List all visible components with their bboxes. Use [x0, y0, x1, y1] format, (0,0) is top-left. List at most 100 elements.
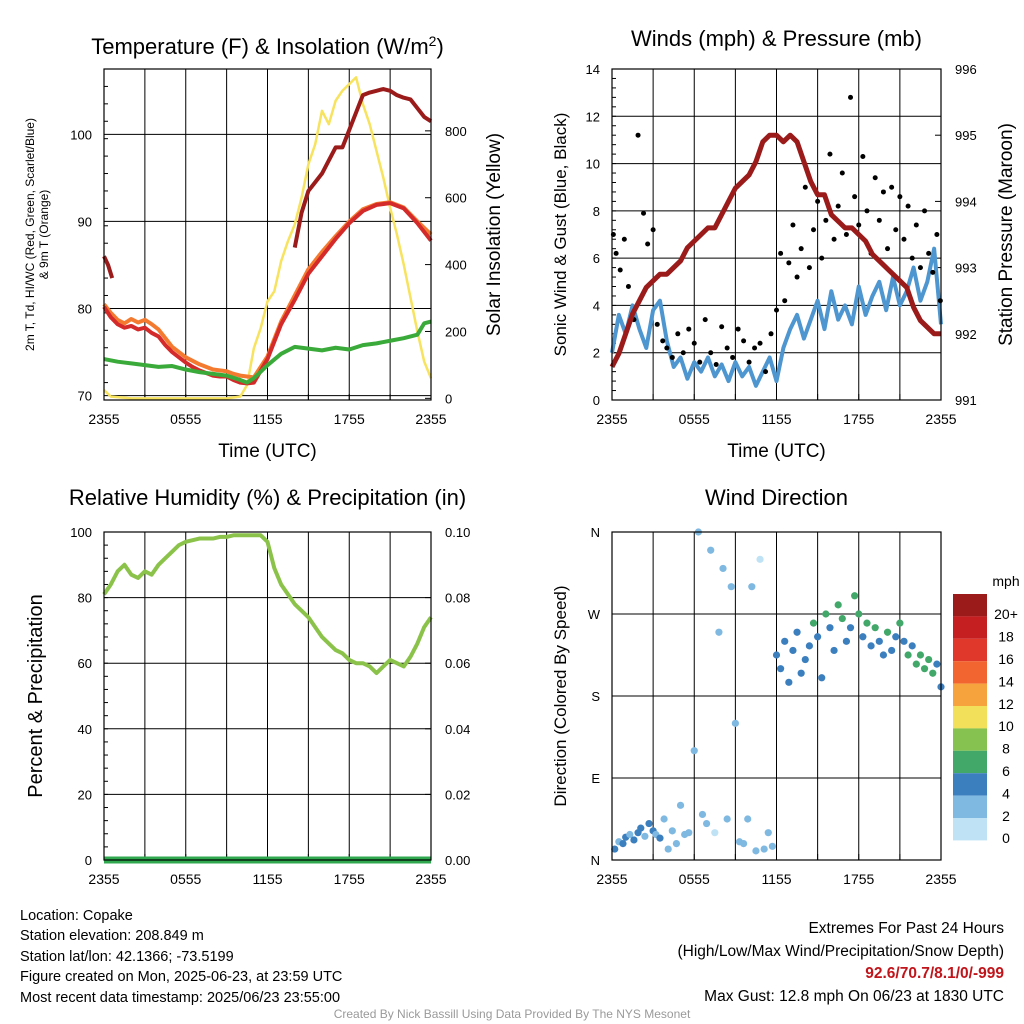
wind-direction-point — [925, 655, 933, 664]
wind-direction-point — [711, 829, 719, 837]
gust-point — [889, 184, 895, 190]
gust-point — [650, 227, 656, 233]
chart-title: Wind Direction — [705, 485, 848, 510]
gust-point — [922, 208, 928, 214]
y2-tick-label: 0 — [445, 391, 452, 406]
wind-direction-point — [777, 665, 785, 673]
wind-direction-point — [626, 830, 634, 839]
gust-point — [782, 298, 788, 304]
gust-point — [786, 260, 792, 266]
colorbar-swatch — [953, 661, 987, 684]
y2-tick-label: 0.10 — [445, 525, 470, 540]
colorbar-swatch — [953, 616, 987, 639]
x-tick-label: 1155 — [252, 871, 282, 887]
gust-point — [937, 298, 943, 304]
wind-direction-point — [785, 678, 793, 686]
wind-direction-point — [888, 646, 896, 655]
gust-point — [905, 203, 911, 209]
wind-direction-point — [920, 665, 929, 673]
y2-tick-label: 991 — [955, 393, 977, 408]
series-line-relative-humidity — [102, 533, 433, 676]
wind-direction-point — [719, 564, 727, 573]
y2-tick-label: 0.00 — [445, 853, 470, 868]
station-elevation: Station elevation: 208.849 m — [20, 928, 204, 945]
gust-point — [778, 250, 784, 256]
y2-tick-label: 994 — [955, 194, 977, 209]
credit-line: Created By Nick Bassill Using Data Provi… — [333, 1007, 691, 1021]
gust-point — [794, 274, 800, 280]
gust-point — [735, 326, 741, 332]
station-location: Location: Copake — [20, 908, 133, 924]
wind-direction-point — [768, 842, 776, 850]
wind-direction-point — [805, 642, 814, 650]
x-tick-label: 1155 — [761, 411, 791, 427]
station-info: Location: Copake Station elevation: 208.… — [20, 906, 342, 1008]
wind-direction-point — [781, 637, 789, 645]
gust-point — [926, 250, 932, 256]
y-tick-label: 100 — [70, 525, 92, 540]
colorbar-label: 0 — [1002, 830, 1010, 846]
wind-direction-point — [672, 840, 681, 848]
wind-direction-point — [740, 840, 748, 848]
gust-point — [691, 340, 697, 346]
colorbar-swatch — [953, 750, 987, 774]
gust-point — [843, 232, 849, 237]
wind-direction-point — [611, 845, 619, 853]
series-line-heat-index — [292, 87, 433, 248]
wind-direction-point — [896, 619, 904, 627]
gust-point — [724, 345, 730, 351]
gust-point — [664, 345, 670, 351]
y-tick-label: 6 — [593, 251, 600, 266]
chart-title: Winds (mph) & Pressure (mb) — [631, 26, 922, 51]
wind-direction-point — [772, 651, 781, 659]
y2-tick-label: 996 — [955, 62, 977, 77]
colorbar-label: 18 — [998, 629, 1014, 645]
wind-direction-point — [883, 628, 892, 636]
y2-axis-label: Solar Insolation (Yellow) — [484, 133, 505, 336]
wind-direction-point — [723, 815, 731, 823]
y-tick-label: 20 — [78, 787, 92, 802]
wind-direction-point — [752, 847, 760, 855]
wind-direction-point — [859, 633, 867, 641]
x-tick-label: 2355 — [415, 411, 446, 427]
wind-direction-point — [793, 628, 801, 636]
gust-point — [746, 359, 752, 365]
x-tick-label: 0555 — [679, 871, 710, 887]
gust-point — [697, 359, 703, 365]
gust-point — [702, 317, 708, 323]
gust-point — [823, 217, 829, 223]
temperature-chart: Temperature (F) & Insolation (W/m2) 2355 0… — [23, 33, 505, 462]
y2-tick-label: 600 — [445, 191, 467, 206]
wind-direction-point — [637, 824, 645, 832]
y-tick-label: 0 — [85, 853, 92, 868]
wind-direction-point — [863, 619, 871, 627]
gust-point — [901, 236, 907, 242]
colorbar-label: 14 — [998, 673, 1014, 689]
wind-direction-point — [707, 546, 715, 554]
y-tick-label: 0 — [593, 393, 600, 408]
wind-direction-point — [760, 845, 768, 853]
y-tick-label: 4 — [593, 298, 600, 313]
y-tick-label: W — [588, 607, 601, 622]
colorbar-label: 6 — [1002, 763, 1010, 779]
colorbar-swatch — [953, 594, 987, 617]
wind-direction-point — [916, 651, 925, 659]
gust-point — [806, 265, 812, 271]
gust-point — [763, 369, 769, 375]
x-tick-label: 0555 — [170, 411, 201, 427]
x-tick-label: 2355 — [415, 871, 446, 887]
wind-direction-point — [727, 583, 735, 591]
x-tick-label: 1155 — [761, 871, 791, 887]
chart-title: Relative Humidity (%) & Precipitation (i… — [69, 485, 466, 510]
y-tick-label: 10 — [586, 157, 600, 172]
x-tick-label: 0555 — [170, 871, 201, 887]
wind-direction-point — [822, 610, 830, 618]
gust-point — [835, 203, 841, 209]
y2-tick-label: 0.08 — [445, 591, 470, 606]
wind-direction-point — [809, 619, 818, 627]
wind-direction-point — [797, 669, 805, 677]
wind-direction-point — [664, 845, 672, 853]
wind-direction-point — [818, 674, 826, 682]
plot-frame — [103, 531, 432, 861]
wind_direction-chart: Wind Direction 2355 0555 1155 1755 2355 N E S W N D… — [551, 485, 1020, 887]
